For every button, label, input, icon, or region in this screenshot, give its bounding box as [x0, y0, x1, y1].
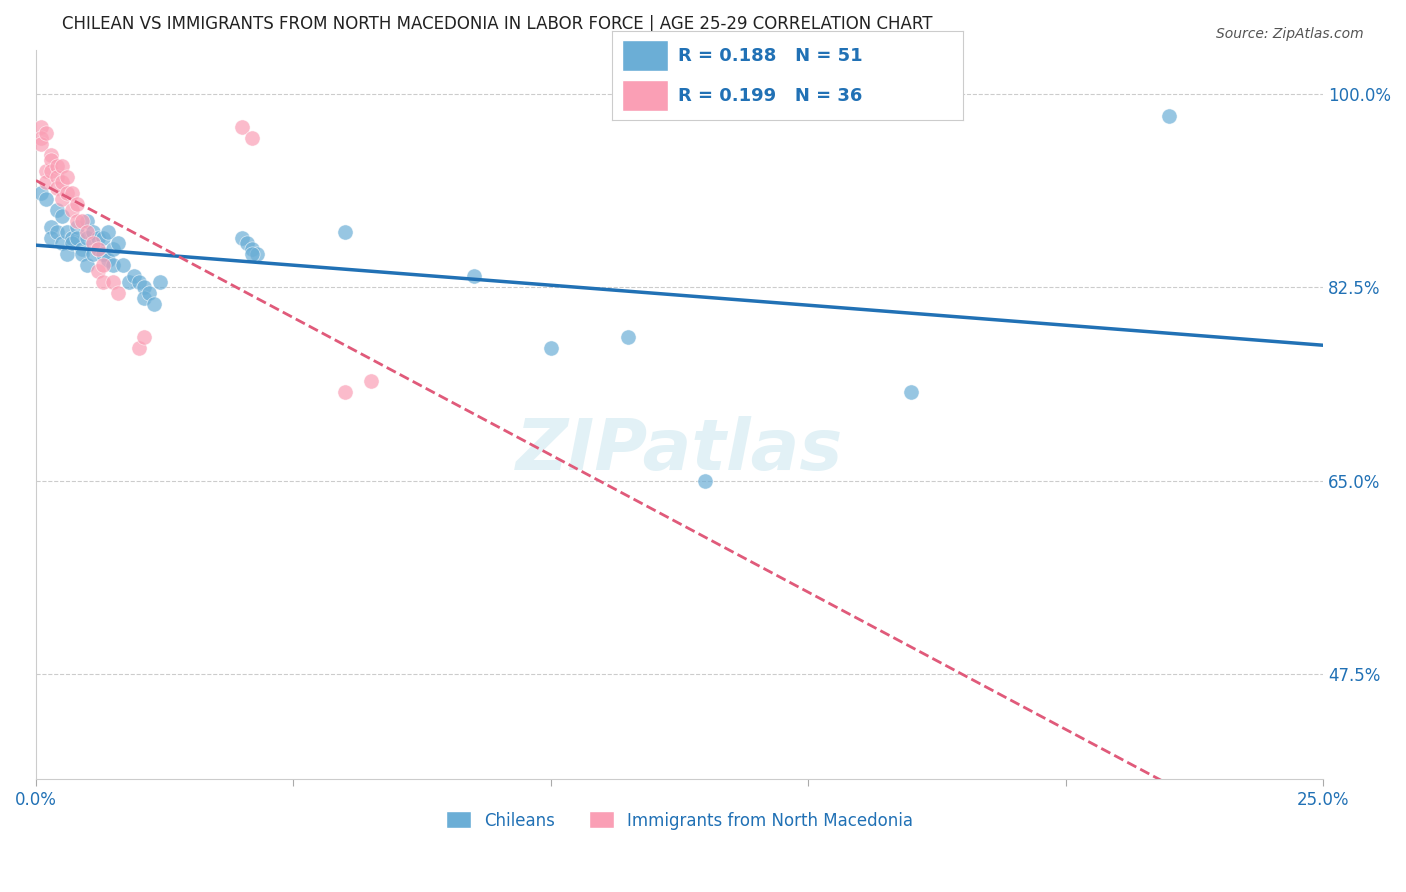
Point	[35, 175, 58, 189]
Point	[240, 242, 263, 256]
Point	[51, 236, 73, 251]
Point	[30, 120, 52, 135]
Point	[143, 297, 166, 311]
Point	[76, 258, 98, 272]
FancyBboxPatch shape	[621, 80, 668, 112]
Point	[132, 292, 155, 306]
Point	[82, 236, 104, 251]
Text: R = 0.199   N = 36: R = 0.199 N = 36	[678, 87, 863, 105]
Point	[60, 186, 83, 201]
Point	[76, 214, 98, 228]
Point	[138, 285, 160, 300]
Point	[97, 252, 120, 267]
Point	[72, 247, 94, 261]
Point	[72, 214, 94, 228]
Point	[60, 230, 83, 244]
Point	[128, 275, 150, 289]
Text: CHILEAN VS IMMIGRANTS FROM NORTH MACEDONIA IN LABOR FORCE | AGE 25-29 CORRELATIO: CHILEAN VS IMMIGRANTS FROM NORTH MACEDON…	[62, 15, 932, 33]
Text: ZIPatlas: ZIPatlas	[516, 417, 844, 485]
Text: R = 0.188   N = 51: R = 0.188 N = 51	[678, 47, 863, 65]
Point	[122, 269, 145, 284]
Point	[128, 341, 150, 355]
Point	[41, 148, 63, 162]
Point	[45, 181, 67, 195]
Point	[45, 202, 67, 217]
Point	[72, 242, 94, 256]
Point	[107, 236, 129, 251]
Point	[900, 385, 922, 400]
Point	[41, 230, 63, 244]
Point	[112, 258, 135, 272]
Point	[117, 275, 139, 289]
Point	[91, 258, 114, 272]
Point	[87, 242, 110, 256]
Point	[56, 247, 79, 261]
Point	[360, 374, 382, 388]
Point	[56, 169, 79, 184]
Point	[87, 230, 110, 244]
Point	[240, 131, 263, 145]
Point	[87, 264, 110, 278]
Point	[1157, 109, 1180, 123]
Point	[695, 474, 717, 488]
Point	[76, 225, 98, 239]
Point	[41, 164, 63, 178]
Point	[51, 192, 73, 206]
FancyBboxPatch shape	[621, 40, 668, 71]
Point	[97, 225, 120, 239]
Point	[231, 230, 253, 244]
Point	[51, 159, 73, 173]
Point	[35, 126, 58, 140]
Point	[246, 247, 269, 261]
Point	[91, 275, 114, 289]
Point	[45, 169, 67, 184]
Point	[101, 258, 124, 272]
Point	[41, 153, 63, 168]
Point	[66, 214, 89, 228]
Point	[101, 242, 124, 256]
Point	[240, 247, 263, 261]
Point	[35, 164, 58, 178]
Point	[66, 230, 89, 244]
Point	[91, 230, 114, 244]
Point	[51, 175, 73, 189]
Point	[107, 285, 129, 300]
Point	[35, 192, 58, 206]
Point	[56, 225, 79, 239]
Point	[45, 159, 67, 173]
Point	[30, 186, 52, 201]
Point	[236, 236, 259, 251]
Point	[30, 136, 52, 151]
Point	[45, 225, 67, 239]
Point	[101, 275, 124, 289]
Point	[56, 186, 79, 201]
Point	[41, 219, 63, 234]
Point	[617, 330, 640, 344]
Point	[132, 280, 155, 294]
Point	[540, 341, 562, 355]
Point	[60, 236, 83, 251]
Point	[148, 275, 170, 289]
Point	[66, 197, 89, 211]
Point	[87, 242, 110, 256]
Point	[51, 209, 73, 223]
Text: Source: ZipAtlas.com: Source: ZipAtlas.com	[1216, 27, 1364, 41]
Point	[30, 131, 52, 145]
Point	[82, 225, 104, 239]
Point	[60, 202, 83, 217]
Legend: Chileans, Immigrants from North Macedonia: Chileans, Immigrants from North Macedoni…	[440, 805, 920, 836]
Point	[132, 330, 155, 344]
Point	[333, 225, 356, 239]
Point	[463, 269, 485, 284]
Point	[82, 247, 104, 261]
Point	[66, 219, 89, 234]
Point	[231, 120, 253, 135]
Point	[91, 247, 114, 261]
Point	[333, 385, 356, 400]
Point	[76, 230, 98, 244]
